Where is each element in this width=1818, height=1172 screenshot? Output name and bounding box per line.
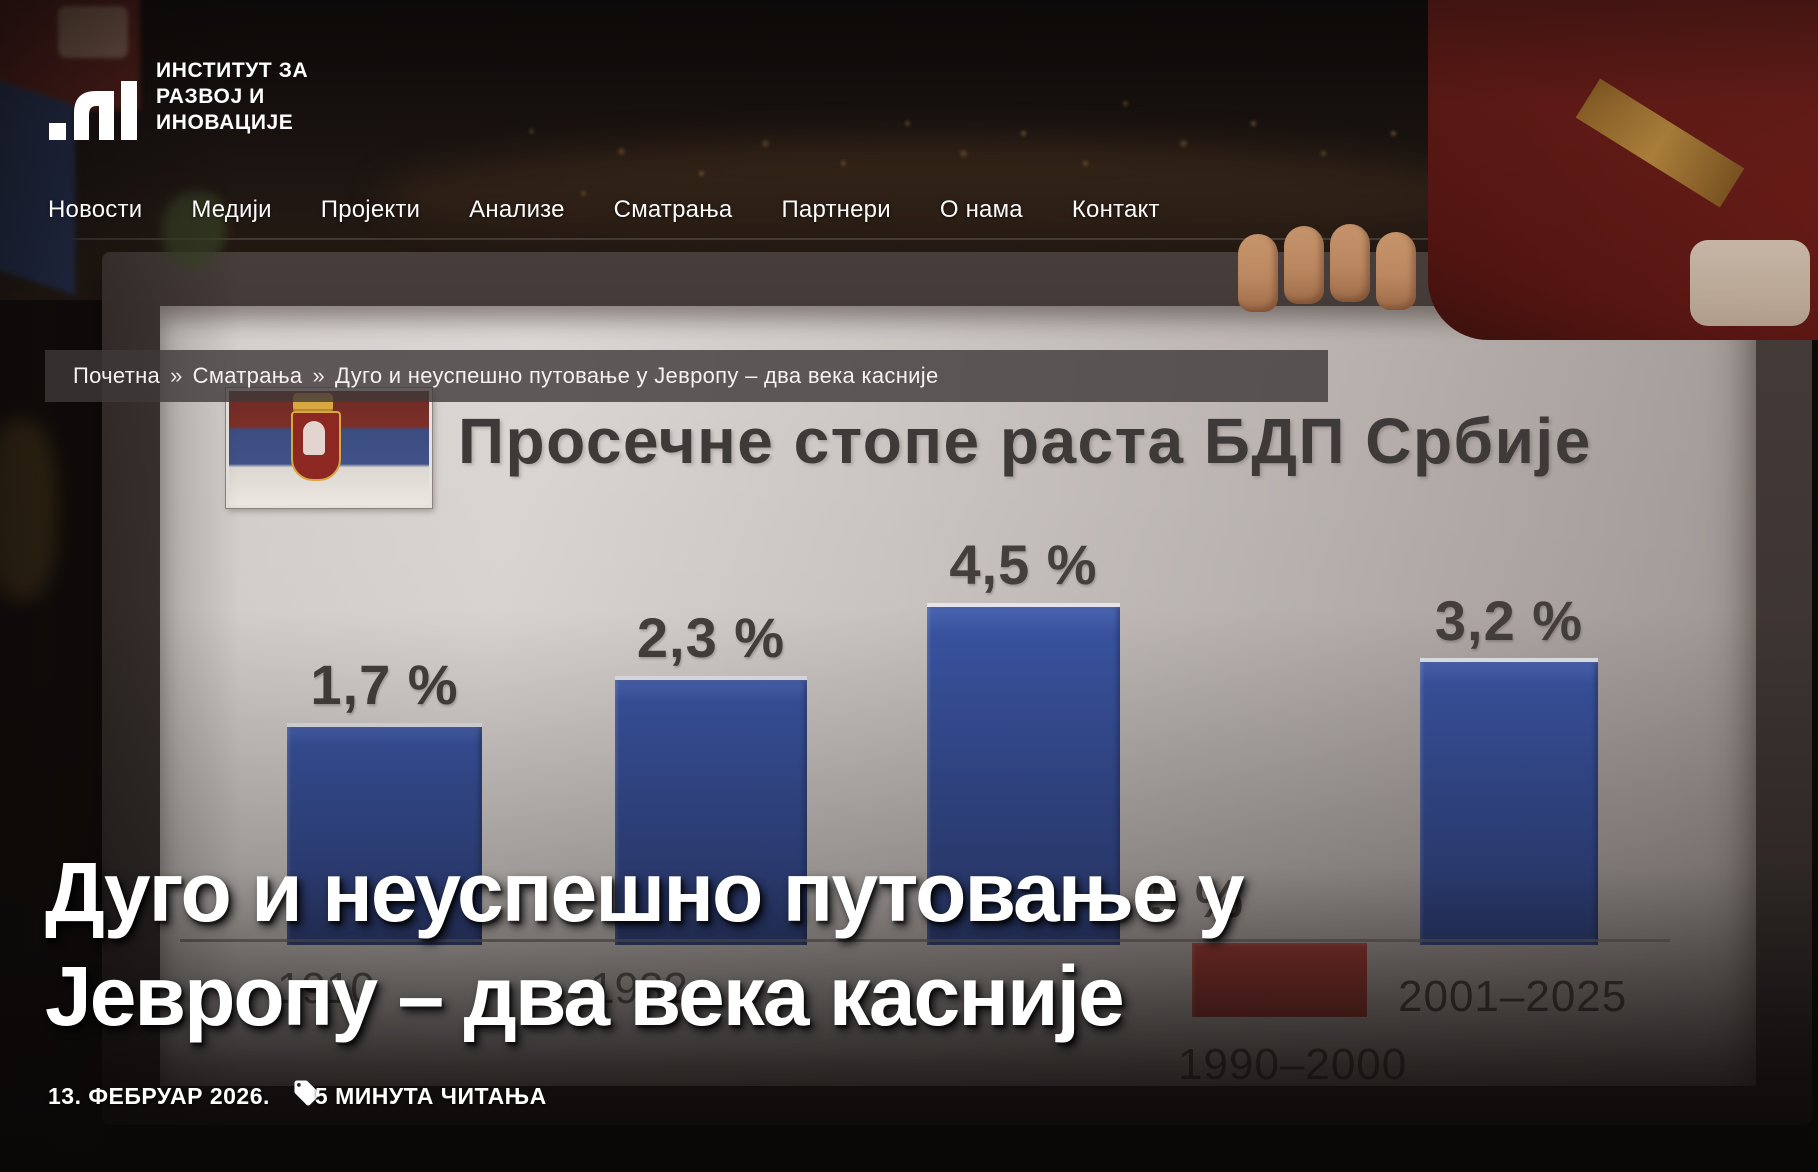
article-title-line2: Јевропу – два века касније [45,949,1125,1043]
article-meta: 13. ФЕБРУАР 2026. 5 МИНУТА ЧИТАЊА [48,1078,547,1114]
logo-text: ИНСТИТУТ ЗА РАЗВОЈ И ИНОВАЦИЈЕ [156,59,309,134]
breadcrumb-section[interactable]: Сматрања [192,363,303,388]
chart-title: Просечне стопе раста БДП Србије [458,405,1592,477]
serbia-flag-image [226,388,432,508]
iri-logo-mark [48,51,140,143]
nav-item-partneri[interactable]: Партнери [781,196,891,223]
hand-holding-board [1238,224,1428,320]
bar-value-label: 2,3 % [636,606,786,669]
main-navigation: Новости Медији Пројекти Анализе Сматрања… [48,196,1160,224]
sleeve-cuff [1690,240,1810,326]
bar-value-label: 1,7 % [310,653,459,716]
article-title-line1: Дуго и неуспешно путовање у [45,845,1245,939]
flag-coat-of-arms [291,411,341,481]
nav-item-kontakt[interactable]: Контакт [1071,196,1160,223]
finger [1376,232,1416,310]
nav-item-analize[interactable]: Анализе [469,196,565,223]
breadcrumb-separator: » [312,363,326,388]
read-time: 5 МИНУТА ЧИТАЊА [314,1082,547,1109]
nav-item-mediji[interactable]: Медији [191,196,272,223]
breadcrumb: Почетна » Сматрања » Дуго и неуспешно пу… [45,350,1328,402]
finger [1284,226,1324,304]
flag-eagle [303,421,325,455]
nav-item-o-nama[interactable]: О нама [939,196,1023,223]
finger [1330,224,1370,302]
breadcrumb-current: Дуго и неуспешно путовање у Јевропу – дв… [335,363,939,388]
bar-value-label: 3,2 % [1434,589,1584,652]
tag-icon [292,1078,322,1114]
breadcrumb-home[interactable]: Почетна [73,363,161,388]
finger [1238,234,1278,312]
site-logo[interactable]: ИНСТИТУТ ЗА РАЗВОЈ И ИНОВАЦИЈЕ [48,52,468,142]
nav-item-novosti[interactable]: Новости [48,196,143,223]
breadcrumb-separator: » [170,363,183,388]
bar-value-label: 4,5 % [949,533,1098,596]
nav-item-projekti[interactable]: Пројекти [320,196,421,223]
nav-item-smatranja[interactable]: Сматрања [613,196,733,223]
foreground-flag-crest [0,420,56,600]
article-date: 13. ФЕБРУАР 2026. [48,1082,270,1109]
article-title: Дуго и неуспешно путовање у Јевропу – дв… [45,840,1545,1048]
